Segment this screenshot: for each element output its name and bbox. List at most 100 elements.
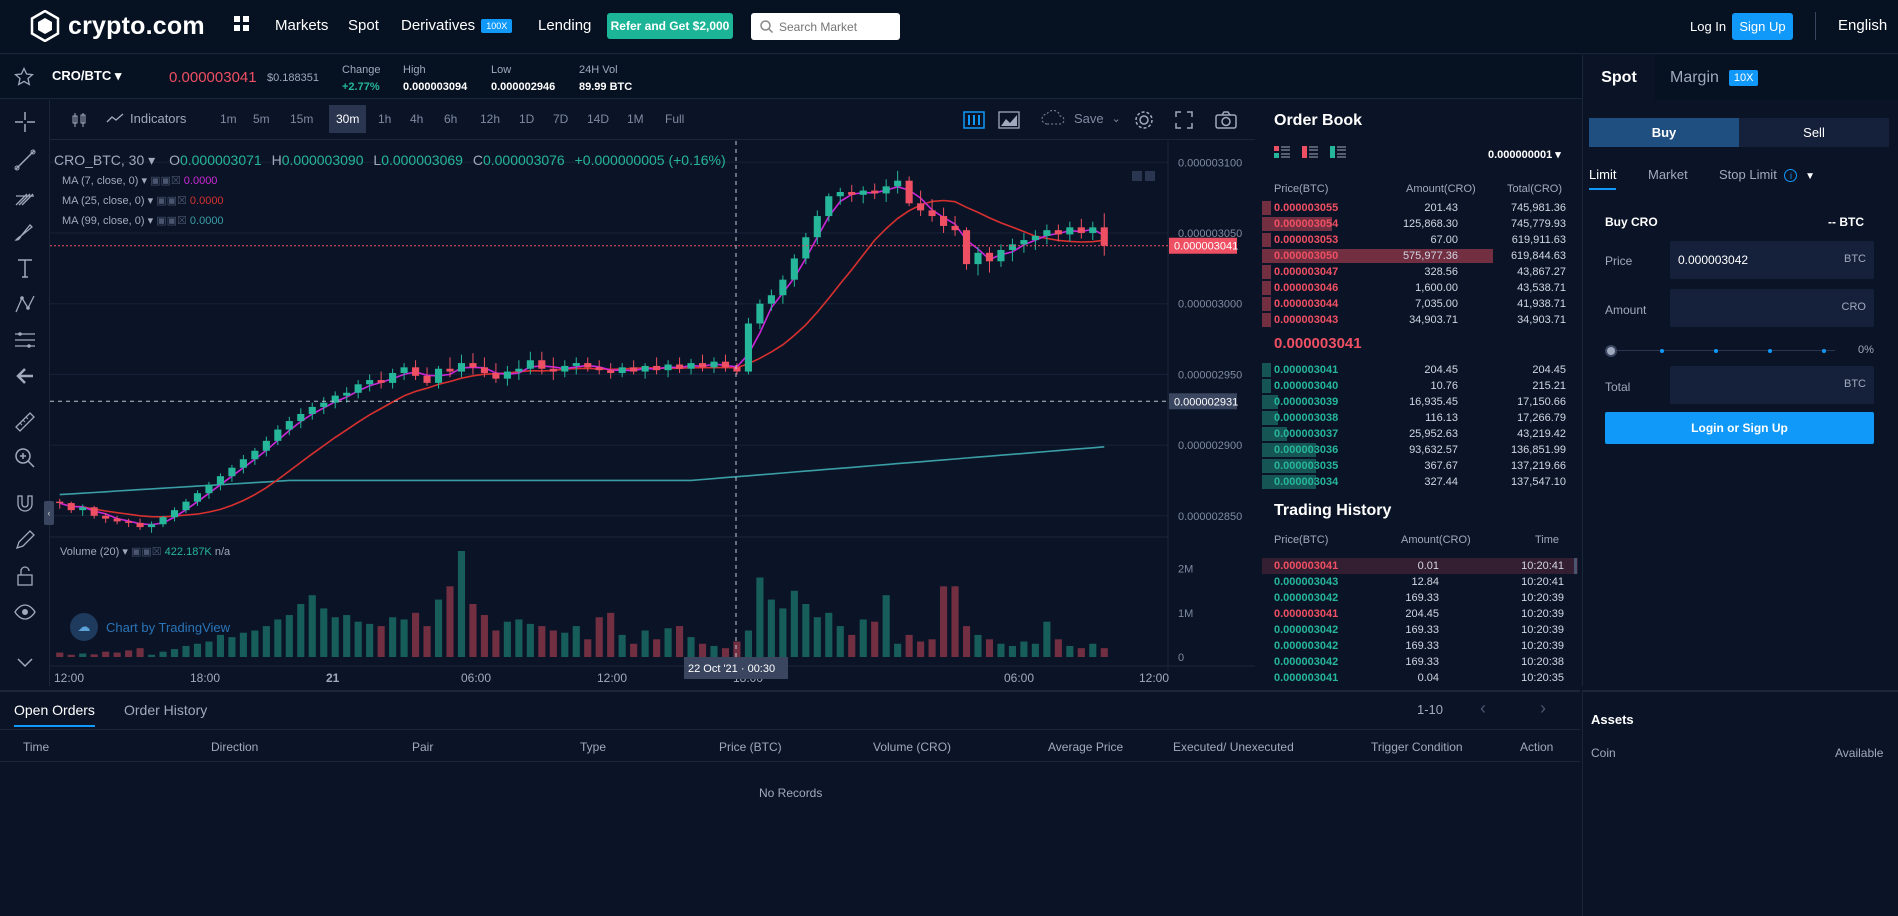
- precision-selector[interactable]: 0.000000001 ▾: [1488, 149, 1561, 161]
- pencil-lock-icon[interactable]: [13, 528, 37, 552]
- pair-selector[interactable]: CRO/BTC ▾: [52, 68, 122, 83]
- timeframe-1h[interactable]: 1h: [378, 112, 392, 126]
- total-input[interactable]: BTC: [1670, 366, 1874, 404]
- history-row[interactable]: 0.000003042 169.33 10:20:39: [1262, 622, 1578, 638]
- timeframe-full[interactable]: Full: [665, 112, 685, 126]
- ask-row[interactable]: 0.000003054 125,868.30 745,779.93: [1262, 216, 1578, 232]
- prev-page-icon[interactable]: ‹: [1480, 698, 1486, 718]
- bid-row[interactable]: 0.000003041 204.45 204.45: [1262, 362, 1578, 378]
- lock-icon[interactable]: [13, 564, 37, 588]
- fullscreen-icon[interactable]: [1174, 110, 1194, 130]
- magnet-icon[interactable]: [13, 492, 37, 516]
- timeframe-14d[interactable]: 14D: [587, 112, 610, 126]
- crosshair-icon[interactable]: [13, 110, 37, 134]
- apps-grid-icon[interactable]: [234, 16, 250, 37]
- eye-icon[interactable]: [13, 600, 37, 624]
- bid-row[interactable]: 0.000003034 327.44 137,547.10: [1262, 474, 1578, 490]
- tradingview-watermark[interactable]: ☁ Chart by TradingView: [70, 613, 230, 641]
- chart-canvas[interactable]: 0.0000031000.0000030500.0000030000.00000…: [50, 141, 1255, 686]
- nav-markets[interactable]: Markets: [275, 17, 329, 34]
- history-scrollbar[interactable]: [1574, 558, 1577, 574]
- bid-row[interactable]: 0.000003036 93,632.57 136,851.99: [1262, 442, 1578, 458]
- chevron-down-icon[interactable]: [13, 650, 37, 674]
- nav-derivatives[interactable]: Derivatives 100X: [401, 17, 513, 34]
- arrow-left-icon[interactable]: [13, 364, 37, 388]
- amount-input[interactable]: CRO: [1670, 289, 1874, 327]
- search-input[interactable]: [779, 13, 897, 40]
- ma7-legend[interactable]: MA (7, close, 0) ▾ ▣▣☒ 0.0000: [62, 175, 218, 187]
- camera-icon[interactable]: [1215, 110, 1237, 130]
- info-icon[interactable]: i: [1784, 169, 1798, 182]
- collapse-toolbar-handle[interactable]: ‹: [44, 501, 54, 525]
- login-or-signup-button[interactable]: Login or Sign Up: [1605, 412, 1874, 444]
- star-icon[interactable]: [14, 67, 34, 87]
- timeframe-30m[interactable]: 30m: [329, 105, 367, 133]
- slider-handle[interactable]: [1605, 345, 1617, 357]
- timeframe-1m[interactable]: 1M: [627, 112, 644, 126]
- slider-tick-25[interactable]: [1660, 349, 1664, 353]
- pattern-icon[interactable]: [13, 292, 37, 316]
- order-type-market[interactable]: Market: [1648, 167, 1688, 182]
- zoom-in-icon[interactable]: [13, 446, 37, 470]
- bid-row[interactable]: 0.000003038 116.13 17,266.79: [1262, 410, 1578, 426]
- candle-type-icon[interactable]: [70, 111, 88, 129]
- book-bids-icon[interactable]: [1330, 146, 1346, 158]
- ma99-legend[interactable]: MA (99, close, 0) ▾ ▣▣☒ 0.0000: [62, 215, 224, 227]
- order-type-stop-limit[interactable]: Stop Limit i ▼: [1719, 167, 1815, 182]
- tab-margin[interactable]: Margin 10X: [1670, 69, 1759, 87]
- ma25-legend[interactable]: MA (25, close, 0) ▾ ▣▣☒ 0.0000: [62, 195, 224, 207]
- history-row[interactable]: 0.000003042 169.33 10:20:39: [1262, 638, 1578, 654]
- bid-row[interactable]: 0.000003039 16,935.45 17,150.66: [1262, 394, 1578, 410]
- price-chart[interactable]: 0.000003100 0.000003050 0.000003000 0.00000…: [44, 141, 1255, 686]
- ask-row[interactable]: 0.000003044 7,035.00 41,938.71: [1262, 296, 1578, 312]
- timeframe-1m[interactable]: 1m: [220, 112, 237, 126]
- history-row[interactable]: 0.000003041 0.04 10:20:35: [1262, 670, 1578, 686]
- timeframe-6h[interactable]: 6h: [444, 112, 458, 126]
- ask-row[interactable]: 0.000003053 67.00 619,911.63: [1262, 232, 1578, 248]
- fib-icon[interactable]: [13, 328, 37, 352]
- login-link[interactable]: Log In: [1690, 19, 1727, 34]
- bid-row[interactable]: 0.000003037 25,952.63 43,219.42: [1262, 426, 1578, 442]
- nav-spot[interactable]: Spot: [348, 17, 379, 34]
- price-input[interactable]: 0.000003042 BTC: [1670, 241, 1874, 279]
- signup-button[interactable]: Sign Up: [1732, 13, 1793, 40]
- save-button[interactable]: Save ⌄: [1040, 110, 1121, 126]
- ask-row[interactable]: 0.000003043 34,903.71 34,903.71: [1262, 312, 1578, 328]
- tab-open-orders[interactable]: Open Orders: [14, 702, 95, 727]
- history-row[interactable]: 0.000003042 169.33 10:20:38: [1262, 654, 1578, 670]
- order-type-limit[interactable]: Limit: [1589, 167, 1617, 190]
- bid-row[interactable]: 0.000003035 367.67 137,219.66: [1262, 458, 1578, 474]
- history-row[interactable]: 0.000003041 0.01 10:20:41: [1262, 558, 1578, 574]
- ask-row[interactable]: 0.000003055 201.43 745,981.36: [1262, 200, 1578, 216]
- logo[interactable]: crypto.com: [30, 10, 205, 42]
- settings-gear-icon[interactable]: [1133, 109, 1155, 131]
- timeframe-7d[interactable]: 7D: [553, 112, 569, 126]
- nav-lending[interactable]: Lending: [538, 17, 592, 34]
- search-box[interactable]: [751, 13, 900, 40]
- trendline-icon[interactable]: [13, 148, 37, 172]
- legend-symbol[interactable]: CRO_BTC, 30 ▾: [54, 152, 156, 168]
- timeframe-5m[interactable]: 5m: [253, 112, 270, 126]
- refer-button[interactable]: Refer and Get $2,000: [607, 13, 733, 39]
- ask-row[interactable]: 0.000003046 1,600.00 43,538.71: [1262, 280, 1578, 296]
- history-row[interactable]: 0.000003042 169.33 10:20:39: [1262, 590, 1578, 606]
- slider-tick-75[interactable]: [1768, 349, 1772, 353]
- timeframe-15m[interactable]: 15m: [290, 112, 314, 126]
- history-row[interactable]: 0.000003043 12.84 10:20:41: [1262, 574, 1578, 590]
- language-selector[interactable]: English: [1838, 17, 1888, 34]
- area-chart-icon[interactable]: [998, 110, 1020, 130]
- pitchfork-icon[interactable]: [13, 184, 37, 208]
- timeframe-4h[interactable]: 4h: [410, 112, 424, 126]
- brush-icon[interactable]: [13, 220, 37, 244]
- slider-tick-100[interactable]: [1822, 349, 1826, 353]
- amount-slider[interactable]: [1605, 345, 1845, 357]
- tab-spot[interactable]: Spot: [1583, 55, 1655, 100]
- book-both-icon[interactable]: [1274, 146, 1290, 158]
- timeframe-12h[interactable]: 12h: [480, 112, 501, 126]
- buy-tab[interactable]: Buy: [1589, 118, 1739, 147]
- ask-row[interactable]: 0.000003050 575,977.36 619,844.63: [1262, 248, 1578, 264]
- text-icon[interactable]: [13, 256, 37, 280]
- book-asks-icon[interactable]: [1302, 146, 1318, 158]
- history-row[interactable]: 0.000003041 204.45 10:20:39: [1262, 606, 1578, 622]
- tab-order-history[interactable]: Order History: [124, 702, 208, 718]
